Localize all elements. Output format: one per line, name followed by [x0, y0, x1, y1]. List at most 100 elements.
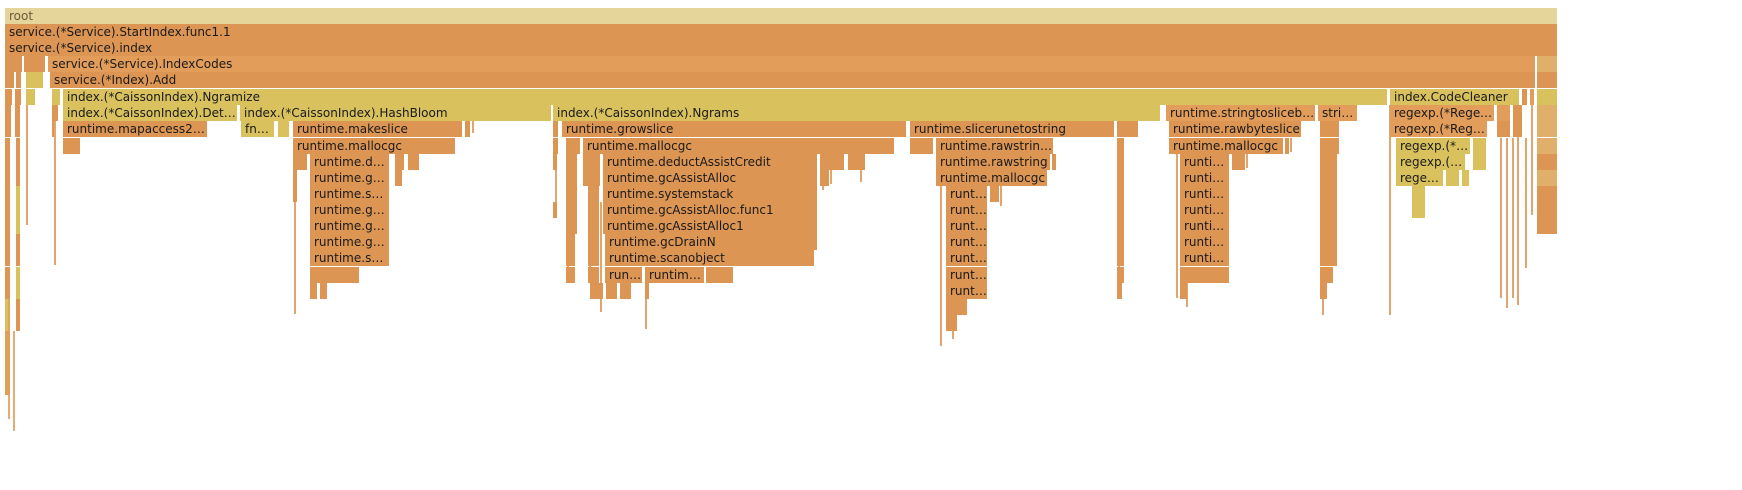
flame-frame-sliver[interactable]	[1531, 105, 1533, 215]
flame-frame[interactable]	[1320, 170, 1338, 186]
flame-frame[interactable]	[310, 283, 318, 299]
flame-frame[interactable]	[395, 170, 403, 186]
flame-frame[interactable]	[1320, 250, 1338, 266]
flame-frame[interactable]: runtime.gcAssistAlloc1	[603, 218, 818, 234]
flame-frame[interactable]	[1446, 170, 1460, 186]
flame-frame[interactable]: runtim…	[1180, 154, 1230, 170]
flame-frame[interactable]	[1320, 234, 1338, 250]
flame-frame[interactable]: runtime.stringtoslicebyte	[1166, 105, 1316, 121]
flame-frame[interactable]	[1537, 105, 1558, 121]
flame-frame-sliver[interactable]	[940, 138, 942, 346]
flame-frame[interactable]	[5, 283, 11, 299]
flame-frame[interactable]	[910, 138, 934, 154]
flame-frame-sliver[interactable]	[1506, 138, 1508, 308]
flame-frame[interactable]	[5, 202, 11, 218]
flame-frame[interactable]	[26, 72, 44, 88]
flame-frame[interactable]: index.(*CaissonIndex).Ngrams	[553, 105, 1161, 121]
flame-frame-sliver[interactable]	[1500, 138, 1502, 298]
flame-frame[interactable]	[1117, 218, 1125, 234]
flame-frame[interactable]	[1285, 138, 1290, 154]
flame-frame[interactable]	[16, 138, 21, 154]
flame-frame[interactable]	[16, 72, 22, 88]
flame-frame[interactable]	[1473, 154, 1487, 170]
flame-frame[interactable]: runtime.gc…	[310, 234, 390, 250]
flame-frame[interactable]: fnv…	[241, 121, 275, 137]
flame-frame[interactable]: index.(*CaissonIndex).HashBloom	[240, 105, 552, 121]
flame-frame-sliver[interactable]	[555, 154, 557, 218]
flame-frame[interactable]: runtime.scanobject	[605, 250, 815, 266]
flame-frame[interactable]	[990, 186, 1000, 202]
flame-frame[interactable]: index.(*CaissonIndex).Deter…	[63, 105, 238, 121]
flame-frame[interactable]	[5, 250, 11, 266]
flame-frame[interactable]: runtime.deductAssistCredit	[603, 154, 818, 170]
flame-frame[interactable]: runtime.sys…	[310, 186, 390, 202]
flame-frame[interactable]	[588, 218, 600, 234]
flame-frame[interactable]: runti…	[1180, 202, 1230, 218]
flame-frame[interactable]: runti…	[1180, 186, 1230, 202]
flame-frame[interactable]	[16, 250, 21, 266]
flame-frame[interactable]	[1320, 218, 1338, 234]
flame-frame[interactable]	[820, 154, 845, 170]
flame-frame[interactable]: service.(*Service).StartIndex.func1.1	[5, 24, 1558, 40]
flame-frame[interactable]	[1320, 202, 1338, 218]
flame-frame[interactable]	[820, 170, 830, 186]
flame-frame-sliver[interactable]	[54, 105, 56, 265]
flame-frame-sliver[interactable]	[1290, 138, 1292, 152]
flame-frame[interactable]	[1052, 154, 1057, 170]
flame-frame[interactable]	[1537, 56, 1558, 72]
flame-frame[interactable]: regexp.(*Regex…	[1390, 105, 1495, 121]
flame-frame[interactable]	[1232, 154, 1246, 170]
flame-frame[interactable]	[5, 138, 11, 154]
flame-frame-sliver[interactable]	[645, 283, 647, 329]
flame-frame[interactable]	[16, 299, 21, 315]
flame-frame[interactable]	[1117, 186, 1125, 202]
flame-frame[interactable]	[1320, 267, 1334, 283]
flame-frame[interactable]: runti…	[946, 250, 988, 266]
flame-frame[interactable]: service.(*Index).Add	[50, 72, 1536, 88]
flame-frame[interactable]	[5, 186, 11, 202]
flame-frame[interactable]	[566, 202, 578, 218]
flame-frame[interactable]	[620, 283, 632, 299]
flame-frame[interactable]	[16, 218, 21, 234]
flame-frame[interactable]	[395, 154, 405, 170]
flame-frame[interactable]	[566, 154, 578, 170]
flame-frame[interactable]	[946, 299, 968, 315]
flame-frame[interactable]	[1497, 121, 1511, 137]
flame-frame[interactable]: runtime.mallocgc	[583, 138, 895, 154]
flame-frame[interactable]	[1537, 89, 1558, 105]
flame-frame[interactable]	[1537, 202, 1558, 218]
flame-frame[interactable]: runti…	[946, 283, 988, 299]
flame-frame[interactable]: runti…	[1180, 170, 1230, 186]
flame-frame[interactable]: runti…	[946, 234, 988, 250]
flame-frame[interactable]	[5, 234, 11, 250]
flame-frame[interactable]	[588, 234, 600, 250]
flame-frame[interactable]	[566, 234, 576, 250]
flame-frame[interactable]: strin…	[1318, 105, 1358, 121]
flame-frame[interactable]	[5, 170, 11, 186]
flame-frame-sliver[interactable]	[1389, 105, 1391, 315]
flame-frame[interactable]	[24, 56, 46, 72]
flame-frame[interactable]	[5, 154, 11, 170]
flame-frame[interactable]	[1117, 283, 1123, 299]
flame-frame[interactable]	[5, 267, 11, 283]
flame-frame[interactable]	[5, 89, 13, 105]
flame-frame[interactable]: runti…	[946, 186, 988, 202]
flame-frame[interactable]	[553, 121, 559, 137]
flame-frame[interactable]	[465, 121, 471, 137]
flame-frame-sliver[interactable]	[860, 154, 862, 182]
flame-frame-sliver[interactable]	[567, 202, 569, 282]
flame-frame[interactable]: runtime.gc…	[310, 170, 390, 186]
flame-frame-sliver[interactable]	[822, 170, 824, 190]
flame-frame[interactable]: runtime.mapaccess2_f…	[63, 121, 208, 137]
flame-frame-sliver[interactable]	[1512, 138, 1514, 298]
flame-frame[interactable]	[588, 267, 600, 283]
flame-frame[interactable]	[16, 154, 21, 170]
flame-frame[interactable]	[1117, 121, 1139, 137]
flame-frame-sliver[interactable]	[830, 154, 832, 184]
flame-frame[interactable]: runtime.gc…	[310, 202, 390, 218]
flame-frame[interactable]	[1320, 154, 1338, 170]
flame-frame[interactable]	[15, 121, 21, 137]
flame-frame[interactable]	[5, 105, 12, 121]
flame-frame[interactable]	[5, 72, 15, 88]
flame-frame[interactable]	[1412, 186, 1426, 202]
